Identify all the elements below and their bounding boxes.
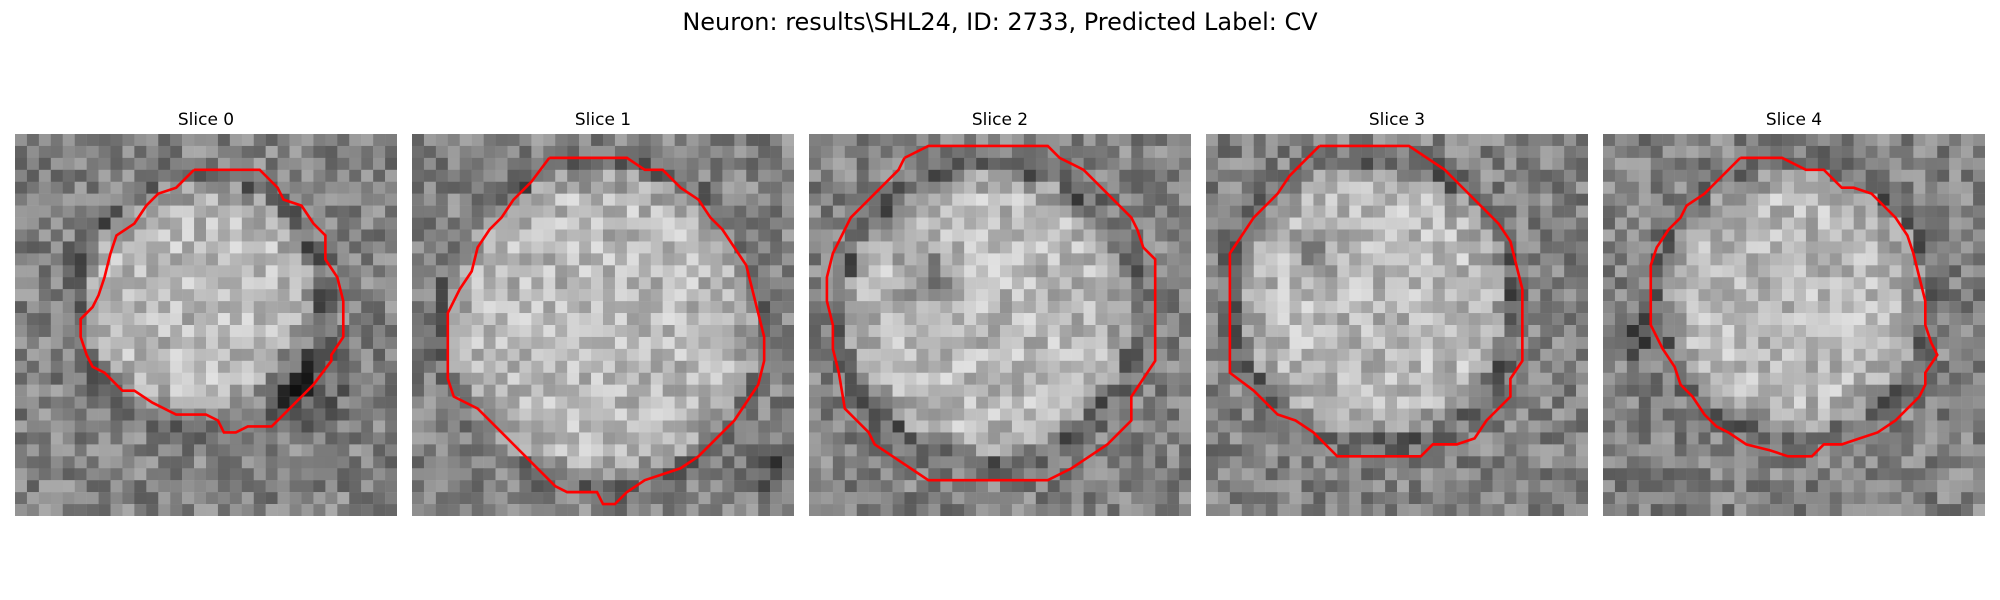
slice-panel-4: Slice 4 bbox=[1603, 108, 1985, 516]
slice-image-0 bbox=[15, 134, 397, 516]
cell-contour-1 bbox=[446, 156, 766, 506]
cell-contour-4 bbox=[1649, 156, 1939, 458]
slice-image-2 bbox=[809, 134, 1191, 516]
slice-title-2: Slice 2 bbox=[971, 110, 1029, 130]
cell-contour-0 bbox=[79, 168, 345, 434]
slice-panel-0: Slice 0 bbox=[15, 108, 397, 516]
slice-panel-2: Slice 2 bbox=[809, 108, 1191, 516]
slice-image-4 bbox=[1603, 134, 1985, 516]
slice-title-0: Slice 0 bbox=[177, 110, 235, 130]
slice-title-3: Slice 3 bbox=[1368, 110, 1426, 130]
slice-title-4: Slice 4 bbox=[1765, 110, 1823, 130]
slice-image-1 bbox=[412, 134, 794, 516]
slice-panel-3: Slice 3 bbox=[1206, 108, 1588, 516]
figure-title: Neuron: results\SHL24, ID: 2733, Predict… bbox=[682, 8, 1318, 36]
slice-panel-1: Slice 1 bbox=[412, 108, 794, 516]
cell-contour-3 bbox=[1228, 144, 1524, 458]
cell-contour-2 bbox=[825, 144, 1157, 482]
slice-image-3 bbox=[1206, 134, 1588, 516]
slice-title-1: Slice 1 bbox=[574, 110, 632, 130]
